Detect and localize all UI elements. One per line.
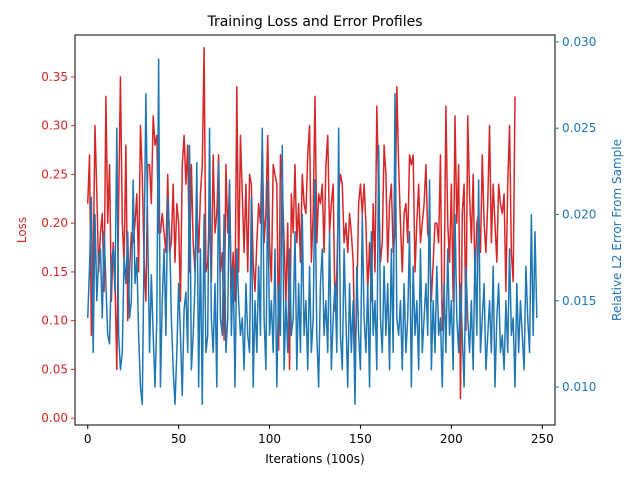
left-y-tick-label: 0.15 [41, 265, 68, 279]
right-y-axis: 0.010 0.015 0.020 0.025 0.030 [555, 35, 596, 394]
right-y-tick-label: 0.030 [562, 35, 596, 49]
x-tick-label: 200 [440, 432, 463, 446]
error-series-line [86, 58, 538, 406]
left-y-tick-label: 0.10 [41, 314, 68, 328]
x-tick-label: 150 [349, 432, 372, 446]
x-axis-label: Iterations (100s) [265, 452, 365, 466]
x-tick-label: 0 [84, 432, 92, 446]
right-y-tick-label: 0.025 [562, 121, 596, 135]
left-y-tick-label: 0.25 [41, 167, 68, 181]
left-y-axis-label: Loss [15, 217, 29, 243]
left-y-tick-label: 0.05 [41, 362, 68, 376]
left-y-tick-label: 0.00 [41, 411, 68, 425]
left-y-tick-label: 0.20 [41, 216, 68, 230]
plot-area [86, 46, 538, 406]
plot-frame [74, 34, 556, 426]
x-tick-label: 100 [258, 432, 281, 446]
x-tick-label: 250 [531, 432, 554, 446]
left-y-axis: 0.00 0.05 0.10 0.15 0.20 0.25 0.30 0.35 [41, 70, 75, 425]
right-y-tick-label: 0.015 [562, 294, 596, 308]
series-layer [86, 46, 538, 406]
left-y-tick-label: 0.35 [41, 70, 68, 84]
right-y-axis-label: Relative L2 Error From Sample [610, 139, 624, 321]
right-y-tick-label: 0.020 [562, 207, 596, 221]
chart-title: Training Loss and Error Profiles [206, 14, 422, 30]
left-y-tick-label: 0.30 [41, 119, 68, 133]
x-axis: 0 50 100 150 200 250 [84, 425, 554, 446]
x-tick-label: 50 [171, 432, 186, 446]
right-y-tick-label: 0.010 [562, 380, 596, 394]
